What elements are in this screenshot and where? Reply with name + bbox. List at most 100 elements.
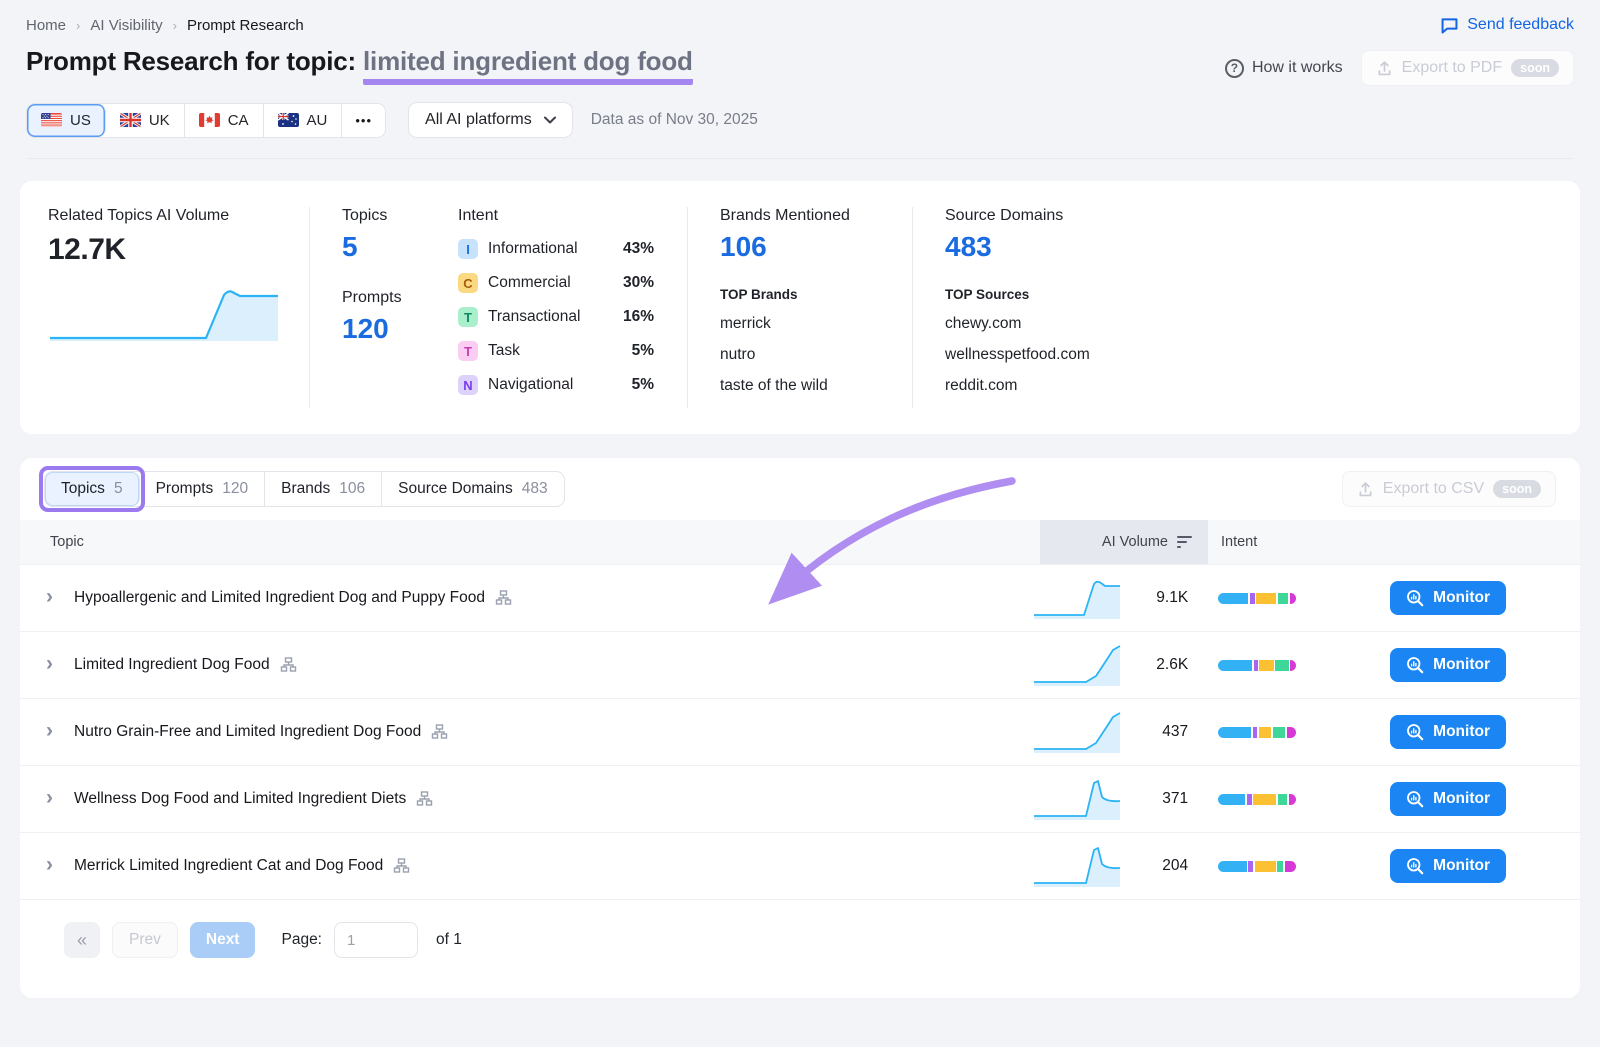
top-source-item: chewy.com	[945, 315, 1022, 332]
topics-prompts-block: Topics 5 Prompts 120	[310, 207, 458, 408]
column-header-topic: Topic	[50, 534, 84, 550]
monitor-magnifier-icon	[1407, 657, 1424, 674]
expand-chevron-icon[interactable]: ›	[46, 718, 53, 742]
ai-volume-sparkline	[1034, 580, 1121, 619]
top-brand-item: merrick	[720, 315, 771, 332]
intent-distribution-bar	[1218, 592, 1297, 604]
top-sources-label: TOP Sources	[945, 287, 1030, 302]
tab-prompts[interactable]: Prompts 120	[140, 472, 266, 506]
brands-label: Brands Mentioned	[720, 207, 850, 224]
ai-volume-sparkline	[1034, 645, 1121, 686]
results-tabs: Topics 5 Prompts 120 Brands 106 Source D…	[39, 466, 565, 512]
ai-volume-sparkline	[1034, 847, 1121, 887]
topic-tree-icon[interactable]	[416, 791, 433, 807]
country-tab-us[interactable]: US	[27, 103, 106, 137]
monitor-button[interactable]: Monitor	[1390, 581, 1506, 615]
intent-item-task: T Task 5%	[458, 341, 654, 361]
chevron-down-icon	[543, 116, 556, 124]
more-countries-button[interactable]: •••	[342, 103, 386, 137]
export-pdf-button[interactable]: Export to PDF soon	[1360, 50, 1574, 86]
soon-badge: soon	[1511, 59, 1559, 77]
upload-icon	[1359, 481, 1372, 496]
top-brand-item: nutro	[720, 346, 756, 363]
topic-tree-icon[interactable]	[495, 590, 512, 606]
page-title: Prompt Research for topic: limited ingre…	[26, 46, 693, 85]
page-number-input[interactable]	[334, 922, 418, 958]
monitor-button[interactable]: Monitor	[1390, 849, 1506, 883]
topic-tree-icon[interactable]	[280, 657, 297, 673]
breadcrumb-home[interactable]: Home	[26, 16, 67, 34]
ai-volume-value: 371	[1162, 790, 1189, 807]
intent-distribution-bar	[1218, 726, 1297, 738]
topbar: Home › AI Visibility › Prompt Research S…	[0, 0, 1600, 159]
tab-source-domains[interactable]: Source Domains 483	[398, 480, 548, 497]
intent-badge-navigational: N	[458, 375, 478, 395]
sources-block: Source Domains 483 TOP Sources chewy.com…	[913, 207, 1580, 408]
monitor-magnifier-icon	[1407, 590, 1424, 607]
intent-badge-commercial: C	[458, 273, 478, 293]
breadcrumb-separator-icon: ›	[172, 17, 177, 33]
column-header-ai-volume[interactable]: AI Volume	[1040, 520, 1208, 564]
topic-cell[interactable]: › Merrick Limited Ingredient Cat and Dog…	[20, 852, 1032, 877]
table-row: › Nutro Grain-Free and Limited Ingredien…	[20, 698, 1580, 765]
table-row: › Wellness Dog Food and Limited Ingredie…	[20, 765, 1580, 832]
page-total-label: of 1	[436, 931, 462, 948]
intent-item-informational: I Informational 43%	[458, 239, 654, 259]
send-feedback-link[interactable]: Send feedback	[1440, 16, 1574, 34]
prompts-value: 120	[342, 313, 389, 344]
ai-volume-value: 204	[1162, 857, 1189, 874]
top-source-item: reddit.com	[945, 377, 1018, 394]
monitor-button[interactable]: Monitor	[1390, 782, 1506, 816]
next-page-button[interactable]: Next	[189, 922, 256, 958]
ai-volume-value: 9.1K	[1156, 589, 1189, 606]
monitor-button[interactable]: Monitor	[1390, 715, 1506, 749]
filters-row: US UK	[26, 102, 1574, 159]
first-page-button[interactable]: «	[64, 922, 100, 958]
topic-cell[interactable]: › Hypoallergenic and Limited Ingredient …	[20, 584, 1032, 609]
topic-cell[interactable]: › Nutro Grain-Free and Limited Ingredien…	[20, 718, 1032, 743]
feedback-bubble-icon	[1441, 17, 1458, 33]
topics-value: 5	[342, 231, 358, 262]
page-label: Page:	[281, 931, 322, 948]
export-csv-button[interactable]: Export to CSV soon	[1341, 471, 1556, 507]
expand-chevron-icon[interactable]: ›	[46, 651, 53, 675]
summary-card: Related Topics AI Volume 12.7K Topics 5 …	[20, 181, 1580, 434]
expand-chevron-icon[interactable]: ›	[46, 584, 53, 608]
top-brands-label: TOP Brands	[720, 287, 798, 302]
country-tab-au[interactable]: AU	[263, 103, 343, 137]
table-row: › Limited Ingredient Dog Food 2.6K Monit…	[20, 631, 1580, 698]
topic-cell[interactable]: › Limited Ingredient Dog Food	[20, 651, 1032, 676]
tab-topics[interactable]: Topics 5	[39, 466, 145, 512]
expand-chevron-icon[interactable]: ›	[46, 852, 53, 876]
country-tab-uk[interactable]: UK	[105, 103, 185, 137]
breadcrumb-ai-visibility[interactable]: AI Visibility	[90, 16, 163, 34]
prompts-label: Prompts	[342, 289, 402, 306]
monitor-magnifier-icon	[1407, 791, 1424, 808]
topic-highlighted: limited ingredient dog food	[363, 46, 693, 85]
breadcrumb-separator-icon: ›	[76, 17, 81, 33]
related-topics-block: Related Topics AI Volume 12.7K	[20, 207, 310, 408]
ai-volume-sparkline	[1034, 712, 1121, 753]
how-it-works-link[interactable]: ? How it works	[1224, 58, 1343, 78]
expand-chevron-icon[interactable]: ›	[46, 785, 53, 809]
intent-item-transactional: T Transactional 16%	[458, 307, 654, 327]
monitor-button[interactable]: Monitor	[1390, 648, 1506, 682]
breadcrumb-current: Prompt Research	[186, 16, 304, 34]
uk-flag-icon	[119, 113, 141, 127]
brands-value: 106	[720, 231, 767, 262]
ai-volume-trend-chart	[50, 290, 278, 341]
breadcrumb: Home › AI Visibility › Prompt Research	[26, 17, 304, 34]
prev-page-button[interactable]: Prev	[112, 922, 178, 958]
country-tab-ca[interactable]: CA	[184, 103, 264, 137]
topic-tree-icon[interactable]	[431, 724, 448, 740]
monitor-magnifier-icon	[1407, 724, 1424, 741]
intent-distribution-bar	[1218, 793, 1297, 805]
sort-descending-icon	[1177, 535, 1192, 549]
tab-brands[interactable]: Brands 106	[265, 472, 383, 506]
ai-platforms-dropdown[interactable]: All AI platforms	[408, 102, 573, 138]
sources-label: Source Domains	[945, 207, 1064, 224]
related-topics-value: 12.7K	[48, 233, 126, 266]
us-flag-icon	[41, 113, 62, 127]
topic-tree-icon[interactable]	[393, 858, 410, 874]
topic-cell[interactable]: › Wellness Dog Food and Limited Ingredie…	[20, 785, 1032, 810]
